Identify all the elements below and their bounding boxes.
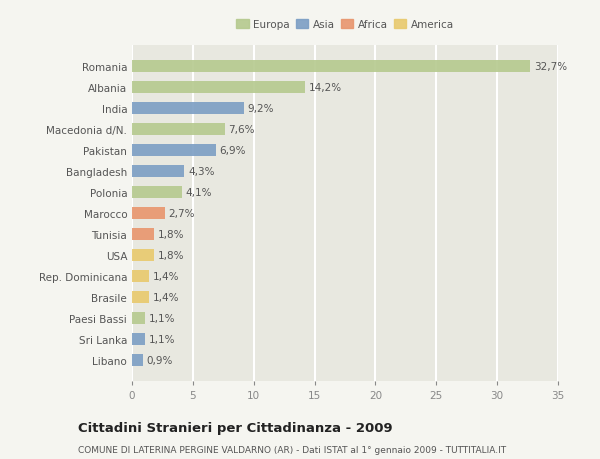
Bar [132, 145, 216, 157]
Text: 1,4%: 1,4% [152, 271, 179, 281]
Text: 1,1%: 1,1% [149, 334, 176, 344]
Bar [132, 354, 143, 366]
Text: 32,7%: 32,7% [533, 62, 567, 72]
Text: 4,1%: 4,1% [185, 188, 212, 197]
Text: 4,3%: 4,3% [188, 167, 214, 177]
Bar [132, 250, 154, 261]
Bar [132, 229, 154, 240]
Text: Cittadini Stranieri per Cittadinanza - 2009: Cittadini Stranieri per Cittadinanza - 2… [78, 421, 392, 434]
Text: 1,4%: 1,4% [152, 292, 179, 302]
Text: 1,1%: 1,1% [149, 313, 176, 323]
Bar [132, 187, 182, 198]
Bar [132, 82, 305, 94]
Bar [132, 291, 149, 303]
Text: 9,2%: 9,2% [248, 104, 274, 114]
Bar [132, 333, 145, 345]
Bar [132, 313, 145, 324]
Text: 1,8%: 1,8% [158, 230, 184, 239]
Bar [132, 166, 184, 177]
Bar [132, 270, 149, 282]
Text: 1,8%: 1,8% [158, 250, 184, 260]
Legend: Europa, Asia, Africa, America: Europa, Asia, Africa, America [235, 17, 455, 32]
Text: 0,9%: 0,9% [146, 355, 173, 365]
Bar [132, 124, 224, 135]
Bar [132, 61, 530, 73]
Text: 14,2%: 14,2% [308, 83, 341, 93]
Bar [132, 207, 165, 219]
Text: 7,6%: 7,6% [228, 125, 254, 134]
Text: 2,7%: 2,7% [169, 208, 195, 218]
Text: COMUNE DI LATERINA PERGINE VALDARNO (AR) - Dati ISTAT al 1° gennaio 2009 - TUTTI: COMUNE DI LATERINA PERGINE VALDARNO (AR)… [78, 445, 506, 454]
Text: 6,9%: 6,9% [220, 146, 246, 156]
Bar [132, 103, 244, 114]
